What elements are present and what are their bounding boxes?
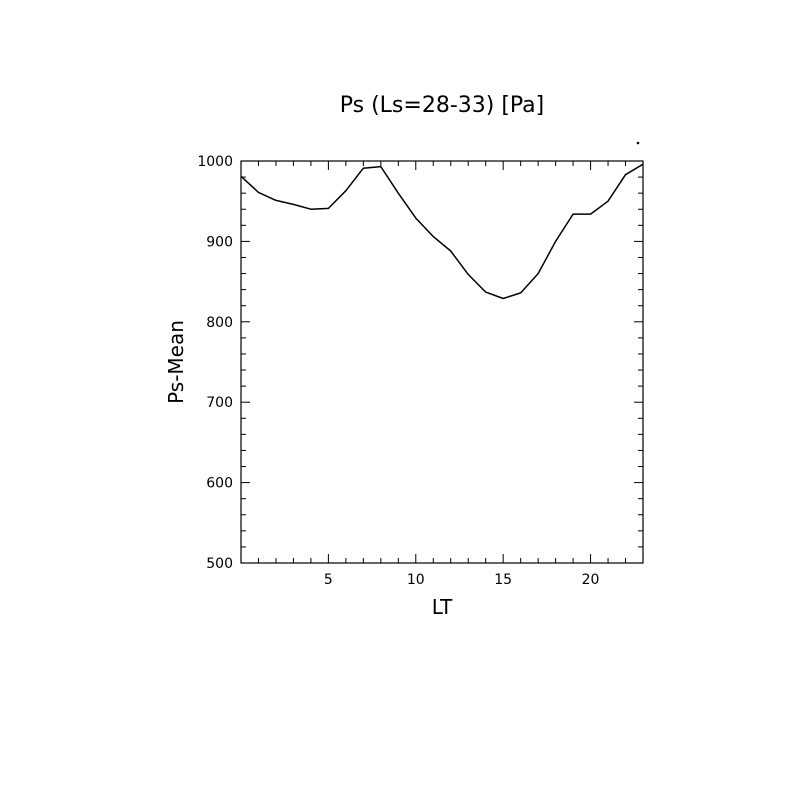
x-axis-label: LT bbox=[432, 595, 453, 619]
y-tick-label: 900 bbox=[206, 234, 233, 250]
corner-dot bbox=[636, 141, 640, 145]
y-tick-label: 500 bbox=[206, 556, 233, 572]
y-tick-label: 800 bbox=[206, 315, 233, 331]
y-axis-tick-labels: 500 600 700 800 900 1000 bbox=[197, 154, 233, 572]
x-axis-ticks bbox=[240, 161, 644, 563]
y-tick-label: 700 bbox=[206, 395, 233, 411]
plot-frame bbox=[240, 160, 644, 564]
y-tick-label: 600 bbox=[206, 476, 233, 492]
x-axis-tick-labels: 5 10 15 20 bbox=[324, 572, 600, 588]
y-axis-label: Ps-Mean bbox=[164, 320, 188, 404]
plot-area: 5 10 15 20 500 600 700 800 900 1000 bbox=[197, 154, 644, 588]
x-tick-label: 5 bbox=[324, 572, 333, 588]
x-tick-label: 15 bbox=[494, 572, 512, 588]
chart-title: Ps (Ls=28-33) [Pa] bbox=[340, 93, 545, 118]
y-axis-ticks bbox=[241, 160, 643, 564]
x-tick-label: 20 bbox=[582, 572, 600, 588]
x-tick-label: 10 bbox=[407, 572, 425, 588]
y-tick-label: 1000 bbox=[197, 154, 233, 170]
series-line bbox=[240, 163, 644, 300]
